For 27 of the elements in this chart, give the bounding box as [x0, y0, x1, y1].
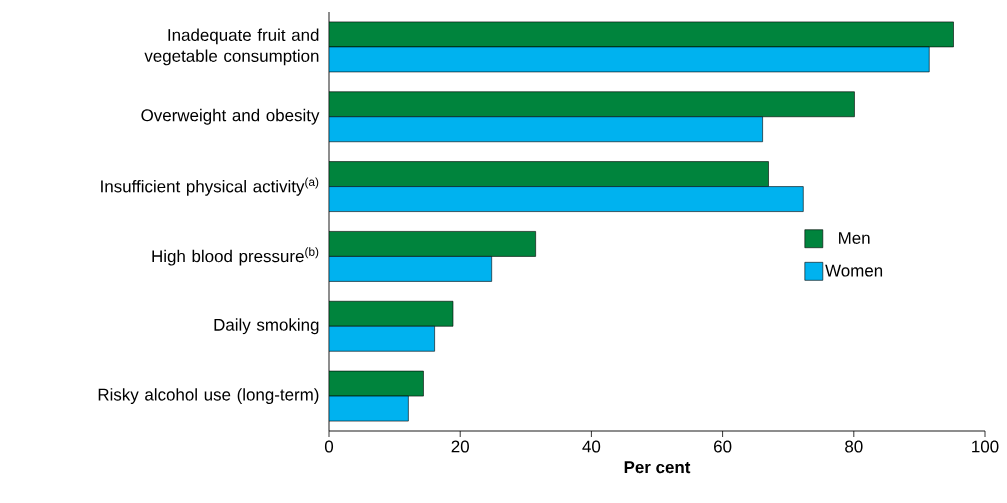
bar [329, 46, 930, 73]
bar [329, 186, 804, 212]
bar [329, 116, 763, 143]
x-axis-title: Per cent [624, 461, 691, 474]
x-tick-label: 40 [582, 440, 601, 453]
y-tick-label: Inadequate fruit and vegetable consumption [144, 28, 319, 66]
x-tick-label: 60 [714, 440, 732, 453]
bar [329, 21, 954, 48]
bar [329, 300, 454, 327]
legend-label: Men [839, 232, 870, 244]
x-tick-label: 100 [972, 440, 999, 453]
x-tick-label: 80 [845, 440, 863, 453]
y-tick-label: High blood pressure$^{(b)}$ [152, 247, 319, 266]
bar [329, 256, 492, 282]
y-tick-label: Overweight and obesity [141, 108, 320, 125]
bar [329, 231, 536, 257]
bar [329, 325, 435, 352]
y-tick-label: Risky alcohol use (long-term) [98, 388, 319, 404]
legend-label: Women [825, 264, 883, 277]
y-tick-label: Insufficient physical activity$^{(a)}$ [101, 177, 319, 196]
bar [329, 395, 409, 422]
bar [329, 370, 424, 397]
x-tick-label: 0 [324, 440, 334, 453]
bar [329, 161, 769, 187]
y-tick-label: Daily smoking [214, 318, 319, 335]
bar [329, 91, 855, 118]
x-tick-label: 20 [451, 440, 469, 453]
